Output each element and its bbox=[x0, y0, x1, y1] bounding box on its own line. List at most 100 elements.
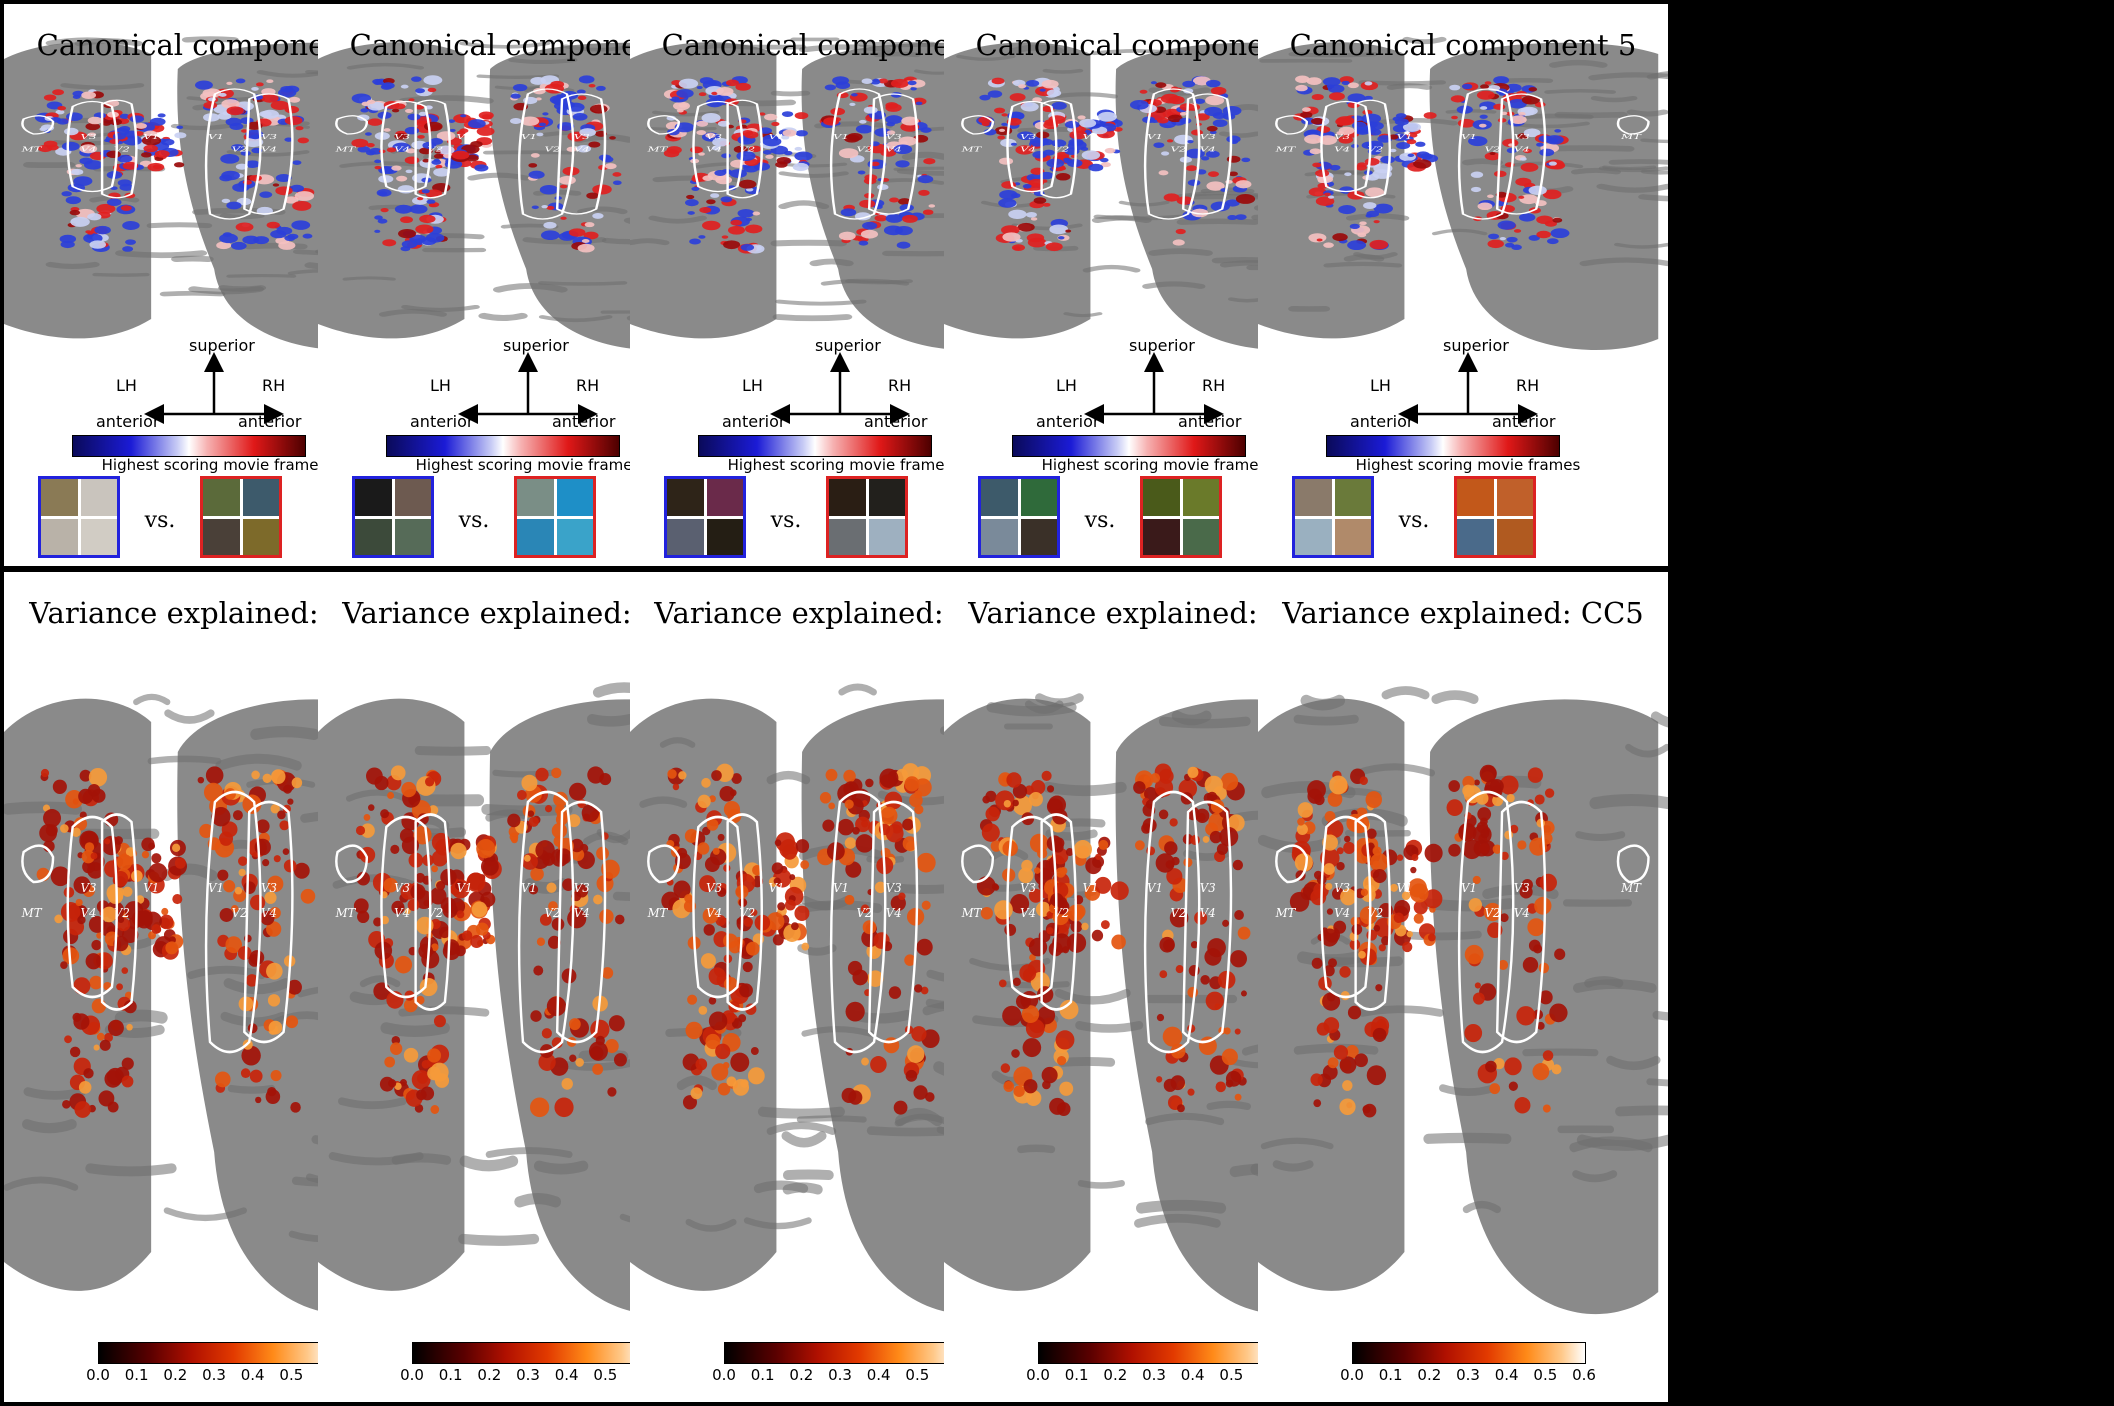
activation-patch bbox=[245, 974, 259, 987]
frames-negative bbox=[352, 476, 434, 558]
activation-patch bbox=[1207, 171, 1220, 177]
activation-patch bbox=[612, 180, 622, 186]
activation-patch bbox=[91, 788, 106, 803]
sulcus-mark bbox=[743, 1217, 812, 1230]
activation-patch bbox=[392, 142, 411, 152]
activation-patch bbox=[604, 163, 617, 170]
movie-frame-thumbnail bbox=[868, 479, 905, 516]
activation-patch bbox=[1194, 98, 1206, 104]
activation-patch bbox=[154, 150, 170, 158]
activation-patch bbox=[470, 934, 483, 948]
activation-patch bbox=[516, 789, 527, 801]
activation-patch bbox=[1019, 964, 1037, 982]
roi-outline bbox=[1181, 93, 1233, 215]
activation-patch bbox=[283, 859, 297, 873]
activation-patch bbox=[1479, 764, 1497, 783]
activation-patch bbox=[1003, 1080, 1015, 1092]
activation-patch bbox=[1477, 807, 1492, 822]
activation-patch bbox=[1509, 115, 1527, 125]
sulcus-mark bbox=[659, 737, 696, 748]
activation-patch bbox=[1073, 840, 1092, 859]
movie-frame-thumbnail bbox=[80, 479, 117, 516]
activation-patch bbox=[852, 969, 868, 986]
sulcus-mark bbox=[1323, 261, 1403, 268]
activation-patch bbox=[1220, 772, 1239, 791]
roi-label-rh: V3 bbox=[886, 881, 902, 895]
sulcus-mark bbox=[1575, 831, 1626, 842]
activation-patch bbox=[412, 196, 429, 205]
vs-label: vs. bbox=[1084, 508, 1116, 533]
activation-patch bbox=[394, 204, 413, 214]
roi-outline bbox=[647, 844, 681, 884]
compass-arrows bbox=[144, 352, 284, 424]
activation-patch bbox=[457, 134, 465, 138]
activation-patch bbox=[70, 216, 90, 227]
activation-patch bbox=[287, 979, 302, 995]
activation-patch bbox=[226, 81, 233, 85]
roi-outline bbox=[1275, 844, 1309, 884]
sulcus-mark bbox=[114, 1009, 168, 1024]
activation-patch bbox=[723, 240, 741, 250]
activation-patch bbox=[1009, 93, 1026, 102]
activation-patch bbox=[726, 1076, 737, 1087]
movie-frame-thumbnail bbox=[242, 479, 279, 516]
compass-rh: RH bbox=[1516, 376, 1540, 395]
activation-patch bbox=[79, 811, 87, 819]
activation-patch bbox=[702, 907, 719, 924]
activation-patch bbox=[1310, 117, 1324, 125]
activation-patch bbox=[428, 805, 439, 816]
activation-patch bbox=[904, 954, 916, 966]
sulcus-mark bbox=[1439, 1084, 1498, 1096]
activation-patch bbox=[870, 161, 880, 167]
activation-patch bbox=[698, 92, 707, 97]
colorbar-tick-label: 0.1 bbox=[124, 1366, 149, 1384]
sulcus-mark bbox=[766, 1121, 837, 1136]
activation-patch bbox=[450, 842, 467, 860]
activation-patch bbox=[1150, 81, 1157, 85]
frames-negative bbox=[664, 476, 746, 558]
activation-patch bbox=[551, 917, 565, 931]
activation-patch bbox=[531, 205, 539, 210]
sulcus-mark bbox=[1652, 1010, 1668, 1021]
activation-patch bbox=[1092, 855, 1105, 868]
activation-patch bbox=[422, 158, 430, 163]
activation-patch bbox=[1402, 122, 1422, 132]
activation-patch bbox=[543, 221, 557, 229]
activation-patch bbox=[859, 199, 876, 209]
activation-patch bbox=[1002, 232, 1021, 242]
activation-patch bbox=[207, 91, 215, 95]
sulcus-mark bbox=[1640, 138, 1668, 144]
activation-patch bbox=[1098, 839, 1109, 850]
activation-patch bbox=[1485, 1060, 1497, 1073]
activation-patch bbox=[366, 767, 383, 785]
vs-label: vs. bbox=[144, 508, 176, 533]
colorbar-tick-label: 0.3 bbox=[828, 1366, 852, 1384]
activation-patch bbox=[705, 132, 716, 139]
activation-patch bbox=[1347, 1005, 1362, 1020]
activation-patch bbox=[1484, 81, 1492, 85]
activation-patch bbox=[149, 117, 166, 126]
roi-label-lh: V2 bbox=[739, 146, 755, 153]
activation-patch bbox=[365, 150, 376, 156]
compass-anterior-right: anterior bbox=[1178, 412, 1242, 431]
activation-patch bbox=[1538, 990, 1553, 1005]
activation-patch bbox=[1314, 794, 1325, 806]
sulcus-mark bbox=[533, 1160, 589, 1175]
activation-patch bbox=[1519, 885, 1533, 899]
activation-patch bbox=[1504, 1057, 1522, 1076]
activation-patch bbox=[291, 777, 303, 789]
activation-patch bbox=[423, 75, 443, 85]
sulcus-mark bbox=[1638, 194, 1668, 202]
sulcus-mark bbox=[1626, 109, 1668, 117]
colorbar-tick-label: 0.5 bbox=[905, 1366, 930, 1384]
activation-patch bbox=[1307, 780, 1326, 800]
roi-label-rh: V4 bbox=[574, 906, 590, 920]
activation-patch bbox=[1018, 84, 1027, 89]
activation-patch bbox=[886, 121, 895, 127]
activation-patch bbox=[980, 906, 993, 920]
activation-patch bbox=[1338, 205, 1356, 215]
activation-patch bbox=[1449, 84, 1461, 91]
activation-patch bbox=[994, 900, 1013, 920]
activation-patch bbox=[1160, 93, 1180, 104]
activation-patch bbox=[559, 184, 568, 189]
